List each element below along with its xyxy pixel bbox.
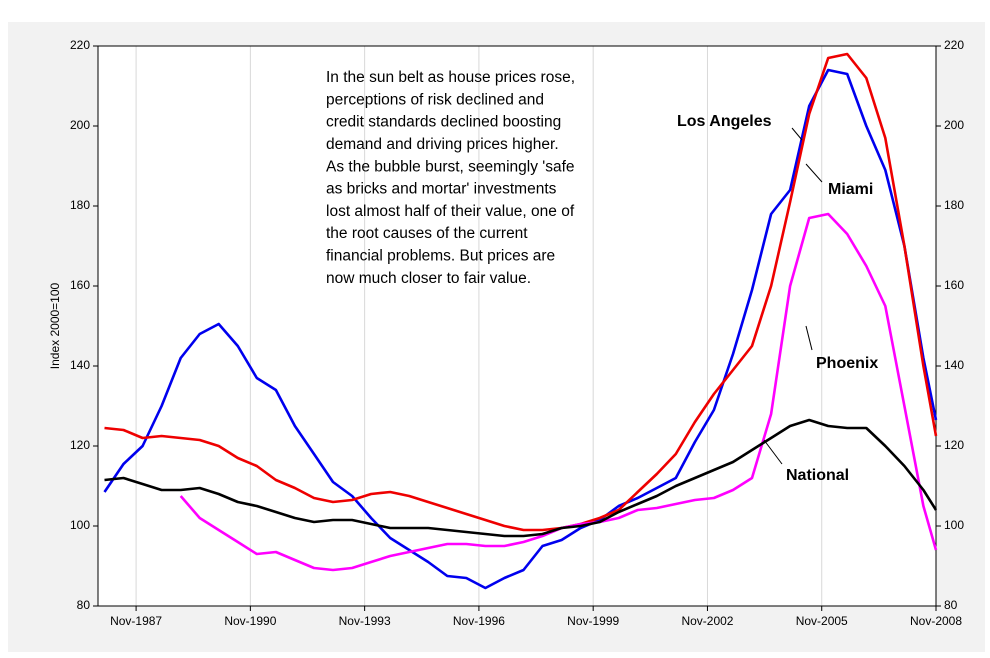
series-label: Los Angeles (677, 113, 772, 130)
series-label: National (786, 467, 849, 484)
annotation-line: the root causes of the current (326, 225, 528, 242)
y-tick-label: 200 (70, 118, 90, 132)
annotation-line: as bricks and mortar' investments (326, 181, 557, 198)
x-tick-label: Nov-1999 (567, 614, 619, 628)
leader-line (805, 163, 823, 183)
y2-tick-label: 160 (944, 278, 964, 292)
annotation-line: demand and driving prices higher. (326, 136, 559, 153)
y-tick-label: 220 (70, 38, 90, 52)
y2-tick-label: 180 (944, 198, 964, 212)
annotation-line: lost almost half of their value, one of (326, 203, 575, 220)
series-line (103, 68, 938, 590)
y2-tick-label: 120 (944, 438, 964, 452)
plot-border (97, 45, 937, 607)
y2-tick-label: 140 (944, 358, 964, 372)
y-tick-label: 180 (70, 198, 90, 212)
annotation-line: As the bubble burst, seemingly 'safe (326, 158, 575, 175)
annotation-line: perceptions of risk declined and (326, 91, 544, 108)
leader-line (805, 325, 813, 351)
annotation-line: now much closer to fair value. (326, 270, 531, 287)
annotation-line: financial problems. But prices are (326, 247, 555, 264)
y-tick-label: 100 (70, 518, 90, 532)
x-tick-label: Nov-2002 (681, 614, 733, 628)
y-axis-label: Index 2000=100 (48, 282, 62, 369)
series-line (104, 52, 938, 532)
leader-line (791, 127, 803, 141)
annotation-line: In the sun belt as house prices rose, (326, 69, 575, 86)
y-tick-label: 140 (70, 358, 90, 372)
y-tick-label: 120 (70, 438, 90, 452)
x-tick-label: Nov-2008 (910, 614, 962, 628)
y-tick-label: 160 (70, 278, 90, 292)
series-label: Phoenix (816, 355, 878, 372)
y-tick-label: 80 (77, 598, 91, 612)
x-tick-label: Nov-2005 (796, 614, 848, 628)
x-tick-label: Nov-1996 (453, 614, 505, 628)
x-tick-label: Nov-1987 (110, 614, 162, 628)
y2-tick-label: 200 (944, 118, 964, 132)
plot-area (98, 46, 936, 606)
series-label: Miami (828, 181, 873, 198)
annotation-line: credit standards declined boosting (326, 114, 561, 131)
leader-line (763, 439, 783, 465)
series-line (104, 418, 938, 538)
y2-tick-label: 220 (944, 38, 964, 52)
x-tick-label: Nov-1990 (224, 614, 276, 628)
y2-tick-label: 100 (944, 518, 964, 532)
y2-tick-label: 80 (944, 598, 958, 612)
x-tick-label: Nov-1993 (339, 614, 391, 628)
